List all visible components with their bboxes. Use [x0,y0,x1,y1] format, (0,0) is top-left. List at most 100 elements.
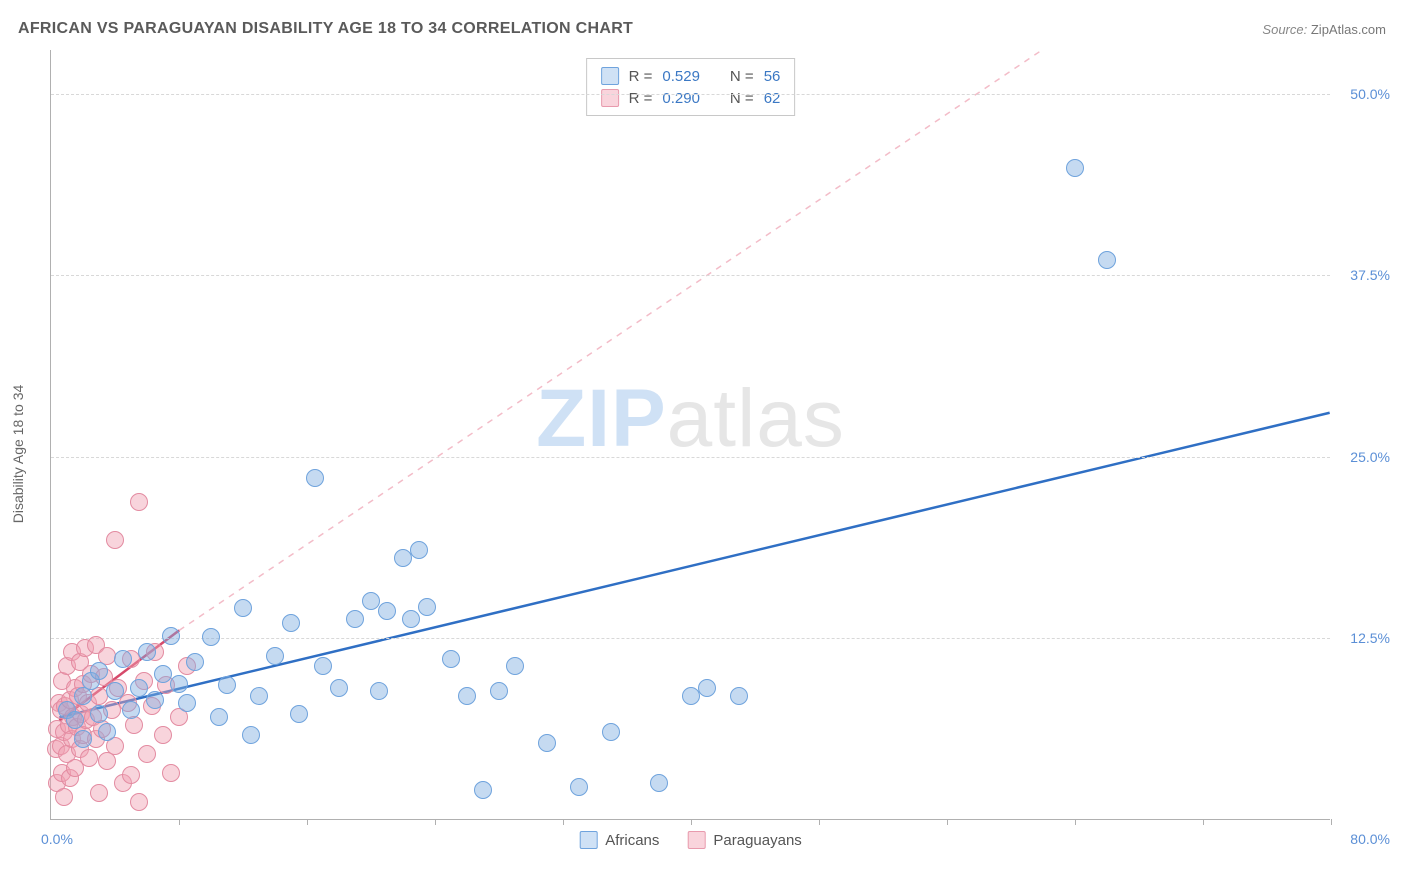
y-tick-label: 12.5% [1350,630,1390,646]
swatch-blue-icon [601,67,619,85]
n-value: 56 [764,68,781,85]
n-label: N = [730,90,754,107]
data-point [106,531,124,549]
swatch-blue-icon [579,831,597,849]
n-value: 62 [764,90,781,107]
legend-label: Paraguayans [713,832,801,849]
data-point [1066,159,1084,177]
source-value: ZipAtlas.com [1311,22,1386,37]
data-point [442,650,460,668]
data-point [490,682,508,700]
data-point [474,781,492,799]
watermark-zip: ZIP [536,373,667,464]
y-tick-label: 25.0% [1350,449,1390,465]
data-point [202,628,220,646]
source-attribution: Source: ZipAtlas.com [1262,22,1386,37]
y-axis-title: Disability Age 18 to 34 [10,385,26,524]
data-point [266,647,284,665]
data-point [210,708,228,726]
data-point [66,711,84,729]
data-point [90,662,108,680]
data-point [122,701,140,719]
data-point [122,766,140,784]
gridline [51,638,1330,639]
x-tick [307,819,308,825]
data-point [162,764,180,782]
data-point [114,650,132,668]
x-tick [819,819,820,825]
r-label: R = [629,68,653,85]
data-point [130,793,148,811]
legend-item-paraguayans: Paraguayans [687,831,801,849]
data-point [234,599,252,617]
data-point [154,726,172,744]
stats-row-pink: R = 0.290 N = 62 [601,87,781,109]
data-point [55,788,73,806]
data-point [90,784,108,802]
data-point [402,610,420,628]
trend-line [179,50,1042,630]
trend-line [59,413,1329,718]
x-tick [691,819,692,825]
correlation-stats-legend: R = 0.529 N = 56 R = 0.290 N = 62 [586,58,796,116]
data-point [458,687,476,705]
x-origin-label: 0.0% [41,831,73,847]
gridline [51,275,1330,276]
data-point [80,749,98,767]
legend-item-africans: Africans [579,831,659,849]
data-point [1098,251,1116,269]
data-point [106,682,124,700]
x-tick [179,819,180,825]
swatch-pink-icon [687,831,705,849]
data-point [370,682,388,700]
data-point [130,493,148,511]
data-point [506,657,524,675]
data-point [650,774,668,792]
data-point [138,643,156,661]
scatter-plot-area: ZIPatlas R = 0.529 N = 56 R = 0.290 N = … [50,50,1330,820]
legend-label: Africans [605,832,659,849]
data-point [186,653,204,671]
data-point [570,778,588,796]
x-max-label: 80.0% [1350,831,1390,847]
data-point [154,665,172,683]
r-value: 0.529 [662,68,700,85]
data-point [306,469,324,487]
y-tick-label: 50.0% [1350,86,1390,102]
n-label: N = [730,68,754,85]
data-point [330,679,348,697]
data-point [178,694,196,712]
gridline [51,457,1330,458]
watermark-atlas: atlas [667,373,845,464]
data-point [418,598,436,616]
data-point [242,726,260,744]
data-point [250,687,268,705]
data-point [602,723,620,741]
r-value: 0.290 [662,90,700,107]
data-point [74,730,92,748]
x-tick [1075,819,1076,825]
data-point [290,705,308,723]
data-point [730,687,748,705]
data-point [378,602,396,620]
watermark: ZIPatlas [536,372,845,466]
data-point [146,691,164,709]
data-point [282,614,300,632]
x-tick [1203,819,1204,825]
x-tick [947,819,948,825]
x-tick [435,819,436,825]
r-label: R = [629,90,653,107]
chart-title: AFRICAN VS PARAGUAYAN DISABILITY AGE 18 … [18,20,633,38]
swatch-pink-icon [601,89,619,107]
source-label: Source: [1262,22,1307,37]
data-point [698,679,716,697]
stats-row-blue: R = 0.529 N = 56 [601,65,781,87]
y-tick-label: 37.5% [1350,267,1390,283]
gridline [51,94,1330,95]
data-point [218,676,236,694]
data-point [314,657,332,675]
data-point [346,610,364,628]
data-point [362,592,380,610]
data-point [170,675,188,693]
data-point [410,541,428,559]
